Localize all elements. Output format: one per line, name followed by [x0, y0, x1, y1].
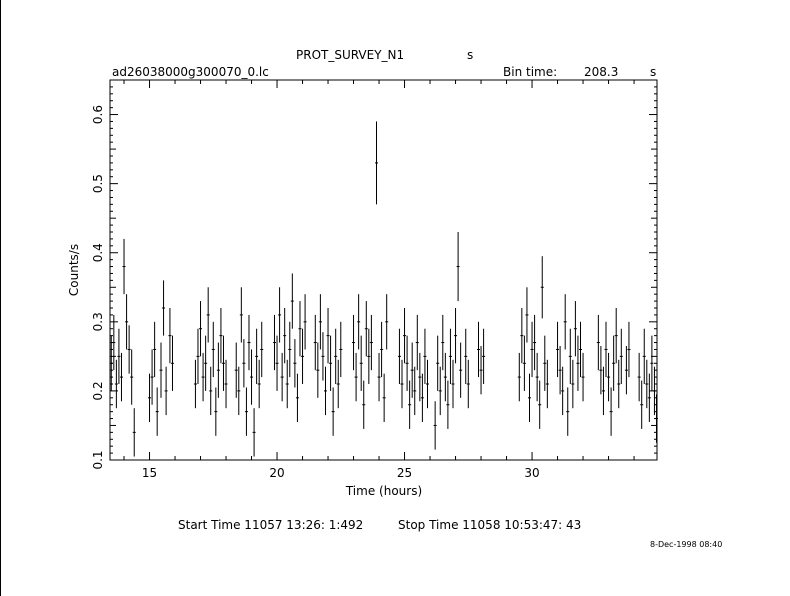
x-tick-label: 15 [142, 466, 157, 480]
axis-tick-labels: 15 20 25 30 0.1 0.2 0.3 0.4 0.5 0.6 [91, 105, 540, 480]
x-tick-label: 25 [397, 466, 412, 480]
x-axis-label: Time (hours) [345, 484, 422, 498]
data-points [109, 121, 658, 457]
title-unit: s [467, 48, 474, 62]
plot-frame [109, 79, 658, 461]
bin-time-unit: s [650, 65, 657, 79]
x-tick-label: 20 [269, 466, 284, 480]
y-tick-label: 0.5 [91, 174, 105, 193]
y-tick-label: 0.2 [91, 381, 105, 400]
window-edge [0, 0, 1, 596]
file-name: ad26038000g300070_0.lc [112, 65, 269, 79]
y-axis-label: Counts/s [67, 244, 81, 296]
stop-time: Stop Time 11058 10:53:47: 43 [398, 518, 582, 532]
date-stamp: 8-Dec-1998 08:40 [650, 540, 723, 549]
y-tick-label: 0.1 [91, 450, 105, 469]
x-tick-label: 30 [524, 466, 539, 480]
axis-ticks [110, 79, 657, 461]
start-time: Start Time 11057 13:26: 1:492 [178, 518, 364, 532]
y-tick-label: 0.6 [91, 105, 105, 124]
plot-title: PROT_SURVEY_N1 [296, 48, 405, 62]
bin-time-label: Bin time: [503, 65, 558, 79]
bin-time-value: 208.3 [584, 65, 619, 79]
y-tick-label: 0.3 [91, 312, 105, 331]
y-tick-label: 0.4 [91, 243, 105, 262]
